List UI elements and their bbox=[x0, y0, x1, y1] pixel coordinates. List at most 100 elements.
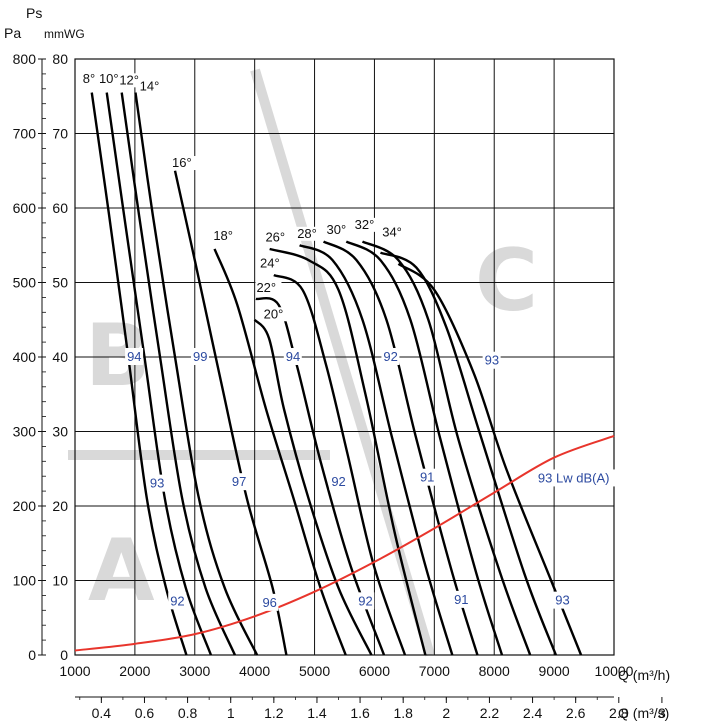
y2-tick-label: 80 bbox=[52, 51, 68, 67]
lw-label: 92 bbox=[383, 349, 397, 364]
lw-label-bg bbox=[147, 474, 166, 492]
x2-tick-label: 1.2 bbox=[264, 705, 284, 721]
y-tick-label: 100 bbox=[13, 573, 37, 589]
fan-curve-12 bbox=[345, 240, 504, 656]
y-axis-ps-label: Ps bbox=[26, 5, 42, 21]
blade-angle-label: 8° bbox=[83, 71, 95, 86]
fan-curve-5 bbox=[213, 248, 347, 656]
fan-curve-7 bbox=[255, 296, 386, 656]
angle-label-bg bbox=[353, 217, 380, 232]
y-tick-label: 800 bbox=[13, 51, 37, 67]
lw-label-bg bbox=[535, 469, 617, 487]
lw-label-bg bbox=[553, 591, 572, 609]
blade-angle-label: 22° bbox=[256, 280, 276, 295]
y2-tick-label: 60 bbox=[52, 200, 68, 216]
x2-tick-label: 2.6 bbox=[566, 705, 586, 721]
x-tick-label: 7000 bbox=[419, 663, 450, 679]
blade-angle-label: 34° bbox=[382, 224, 402, 239]
y2-tick-label: 40 bbox=[52, 349, 68, 365]
x2-tick-label: 1.4 bbox=[307, 705, 327, 721]
lw-label-bg bbox=[283, 348, 302, 365]
y2-tick-label: 0 bbox=[60, 647, 68, 663]
y2-tick-label: 10 bbox=[52, 573, 68, 589]
angle-label-bg bbox=[138, 79, 165, 94]
y-tick-label: 700 bbox=[13, 126, 37, 142]
lw-label-bg bbox=[381, 348, 400, 365]
blade-angle-label: 32° bbox=[355, 217, 375, 232]
x2-tick-label: 2.4 bbox=[523, 705, 543, 721]
x2-tick-label: 2.2 bbox=[480, 705, 500, 721]
fan-curve-14 bbox=[379, 251, 558, 656]
fan-curve-0 bbox=[90, 92, 188, 656]
y-tick-label: 300 bbox=[13, 424, 37, 440]
y2-tick-label: 30 bbox=[52, 424, 68, 440]
angle-label-bg bbox=[259, 256, 286, 271]
angle-label-bg bbox=[171, 156, 198, 171]
lw-label: 93 bbox=[150, 476, 164, 491]
fan-curve-11 bbox=[322, 240, 479, 656]
x-tick-label: 8000 bbox=[479, 663, 510, 679]
x2-tick-label: 1 bbox=[227, 705, 235, 721]
angle-label-bg bbox=[325, 223, 352, 238]
x-axis-title: Q (m³/h) bbox=[618, 667, 670, 683]
lw-label: 93 Lw dB(A) bbox=[538, 470, 610, 485]
y-tick-label: 500 bbox=[13, 275, 37, 291]
fan-curve-3 bbox=[134, 92, 259, 656]
y2-tick-label: 70 bbox=[52, 126, 68, 142]
zone-letter-c: C bbox=[475, 231, 538, 331]
lw-label-bg bbox=[168, 592, 187, 610]
fan-curve-15 bbox=[397, 262, 583, 656]
x2-tick-label: 2.8 bbox=[609, 705, 629, 721]
blade-angle-label: 10° bbox=[99, 71, 119, 86]
lw-label: 92 bbox=[170, 593, 184, 608]
system-curve bbox=[74, 435, 615, 652]
x-tick-label: 4000 bbox=[239, 663, 270, 679]
x-tick-label: 5000 bbox=[299, 663, 330, 679]
lw-label-bg bbox=[190, 348, 209, 365]
lw-label-bg bbox=[260, 593, 279, 611]
angle-label-bg bbox=[262, 307, 289, 322]
fan-curve-9 bbox=[269, 247, 427, 656]
lw-label: 92 bbox=[358, 593, 372, 608]
y-tick-label: 0 bbox=[28, 647, 36, 663]
lw-label: 96 bbox=[262, 595, 276, 610]
x2-tick-label: 1.6 bbox=[350, 705, 370, 721]
x-tick-label: 2000 bbox=[119, 663, 150, 679]
fan-curve-13 bbox=[361, 240, 532, 656]
lw-label: 99 bbox=[193, 349, 207, 364]
angle-label-bg bbox=[212, 229, 239, 244]
blade-angle-label: 18° bbox=[213, 228, 233, 243]
fan-curve-6 bbox=[253, 318, 373, 656]
x2-tick-label: 1.8 bbox=[393, 705, 413, 721]
lw-label-bg bbox=[452, 590, 471, 608]
y-axis-mmwg-label: mmWG bbox=[44, 27, 85, 41]
x2-tick-label: 0.6 bbox=[135, 705, 155, 721]
angle-label-bg bbox=[264, 230, 291, 245]
fan-curve-10 bbox=[299, 244, 454, 656]
x2-axis-title: Q (m³/s) bbox=[618, 705, 669, 721]
blade-angle-label: 30° bbox=[327, 222, 347, 237]
lw-label: 91 bbox=[454, 592, 468, 607]
lw-label: 94 bbox=[127, 349, 141, 364]
blade-angle-label: 16° bbox=[172, 155, 192, 170]
x-tick-label: 9000 bbox=[539, 663, 570, 679]
angle-label-bg bbox=[97, 71, 124, 86]
blade-angle-label: 24° bbox=[260, 256, 280, 271]
blade-angle-label: 20° bbox=[264, 306, 284, 321]
lw-label: 93 bbox=[485, 353, 499, 368]
fan-curve-2 bbox=[120, 92, 237, 656]
y-tick-label: 200 bbox=[13, 498, 37, 514]
y-axis-pa-label: Pa bbox=[4, 25, 21, 41]
y2-tick-label: 50 bbox=[52, 275, 68, 291]
lw-label-bg bbox=[329, 473, 348, 491]
x2-tick-label: 3 bbox=[658, 705, 666, 721]
lw-label: 94 bbox=[286, 349, 300, 364]
x2-tick-label: 2 bbox=[442, 705, 450, 721]
lw-label-bg bbox=[482, 351, 501, 369]
blade-angle-label: 28° bbox=[297, 226, 317, 241]
lw-label: 97 bbox=[232, 474, 246, 489]
x-tick-label: 3000 bbox=[179, 663, 210, 679]
zone-letter-a: A bbox=[88, 521, 155, 621]
lw-label: 93 bbox=[555, 593, 569, 608]
